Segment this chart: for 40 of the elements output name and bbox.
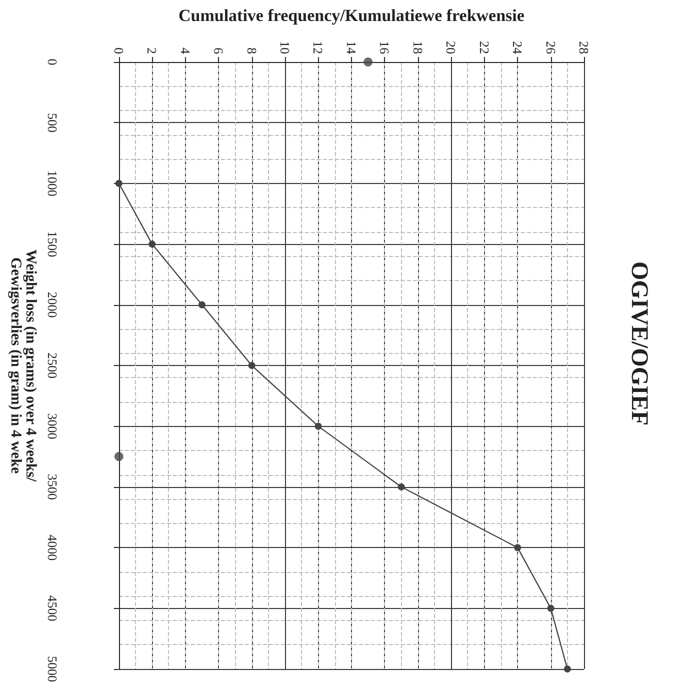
point <box>115 180 122 187</box>
point <box>564 666 571 672</box>
y-tick-label: 1000 <box>44 170 60 196</box>
y-tick-label: 2500 <box>44 352 60 378</box>
x-tick-label: 28 <box>576 41 592 54</box>
x-tick-label: 26 <box>543 41 558 54</box>
y-tick-label: 4000 <box>44 534 60 561</box>
x-axis-title: Cumulative frequency/Kumulatiewe frekwensie <box>178 6 525 25</box>
point <box>148 240 156 248</box>
x-tick-label: 8 <box>244 48 260 54</box>
point <box>398 483 405 490</box>
y-tick-label: 4500 <box>44 595 60 622</box>
x-tick-label: 20 <box>444 41 459 54</box>
y-tick-label: 2000 <box>44 292 60 318</box>
y-tick-label: 1500 <box>44 231 60 258</box>
y-tick-label: 500 <box>44 112 60 132</box>
y-tick-label: 3500 <box>44 474 60 500</box>
point <box>514 544 522 552</box>
x-tick-label: 2 <box>144 48 160 54</box>
point <box>248 362 256 369</box>
x-tick-label: 18 <box>410 41 426 54</box>
x-tick-label: 22 <box>476 41 492 54</box>
x-tick-label: 12 <box>310 41 326 54</box>
point <box>198 301 206 308</box>
text: OGIVE/OGIEF <box>626 261 652 426</box>
y-axis-title: Weight loss (in grams) over 4 weeks/ Gewigsverlies (in gram) in 4 weke <box>8 249 38 482</box>
point <box>114 452 124 462</box>
x-tick-label: 10 <box>278 41 293 54</box>
y-tick-label: 5000 <box>44 656 60 682</box>
x-tick-label: 16 <box>377 41 392 54</box>
point <box>314 422 322 430</box>
y-tick-label: 0 <box>44 58 60 66</box>
x-tick-label: 0 <box>111 48 126 54</box>
point <box>547 604 554 612</box>
point <box>364 58 373 66</box>
y-tick-label: 3000 <box>44 413 60 440</box>
x-tick-label: 4 <box>178 48 193 54</box>
x-tick-label: 14 <box>344 41 359 54</box>
x-tick-label: 6 <box>211 48 226 54</box>
x-tick-label: 24 <box>510 41 526 54</box>
